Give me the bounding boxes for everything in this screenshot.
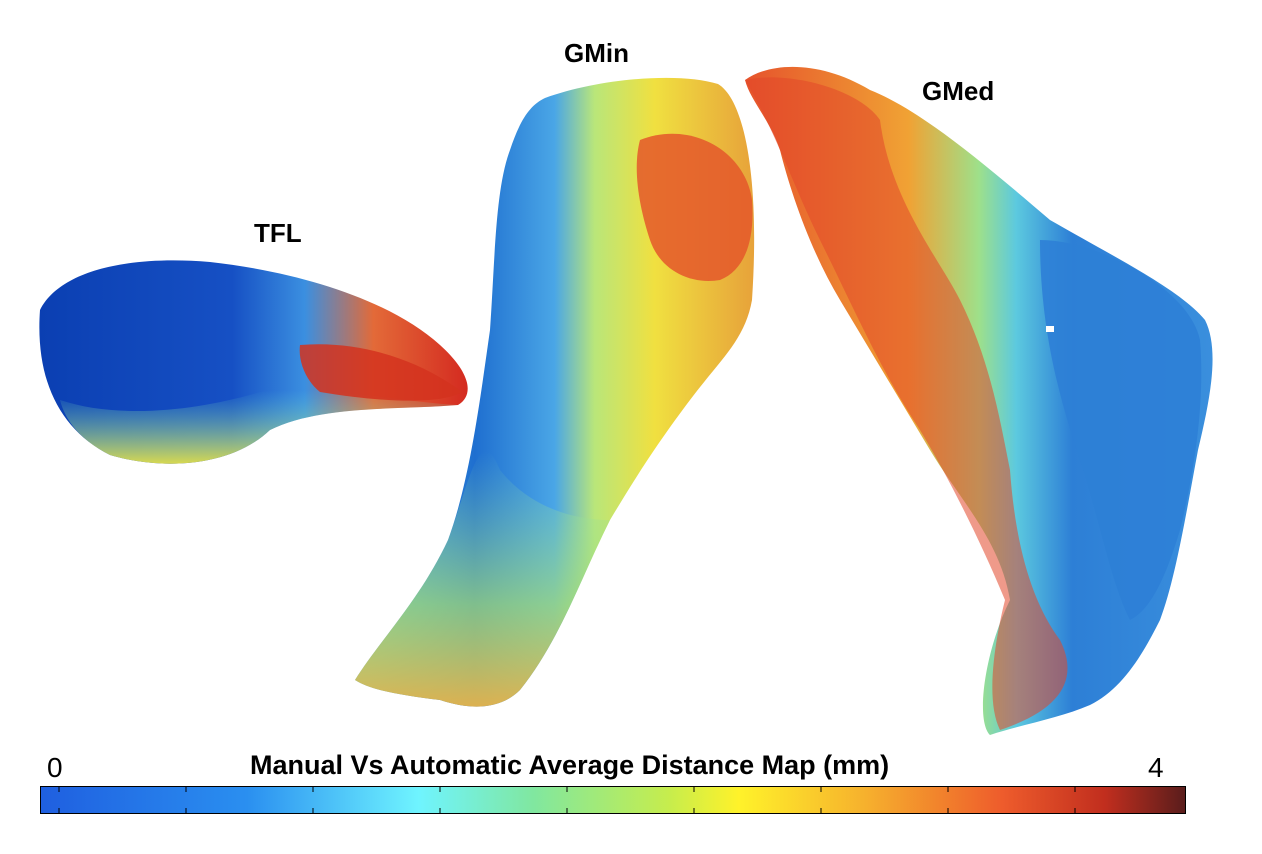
colorbar <box>40 786 1186 814</box>
tfl-muscle-surface <box>39 260 468 464</box>
gmed-muscle-surface <box>745 66 1213 735</box>
tfl-label: TFL <box>254 218 302 248</box>
colorbar-max-label: 4 <box>1148 752 1164 783</box>
gmin-muscle-surface <box>355 77 755 707</box>
colorbar-min-label: 0 <box>47 752 63 783</box>
gmed-label: GMed <box>922 76 995 106</box>
colorbar-ticks <box>58 786 1076 814</box>
colorbar-title: Manual Vs Automatic Average Distance Map… <box>250 750 890 780</box>
gmin-label: GMin <box>564 38 629 68</box>
